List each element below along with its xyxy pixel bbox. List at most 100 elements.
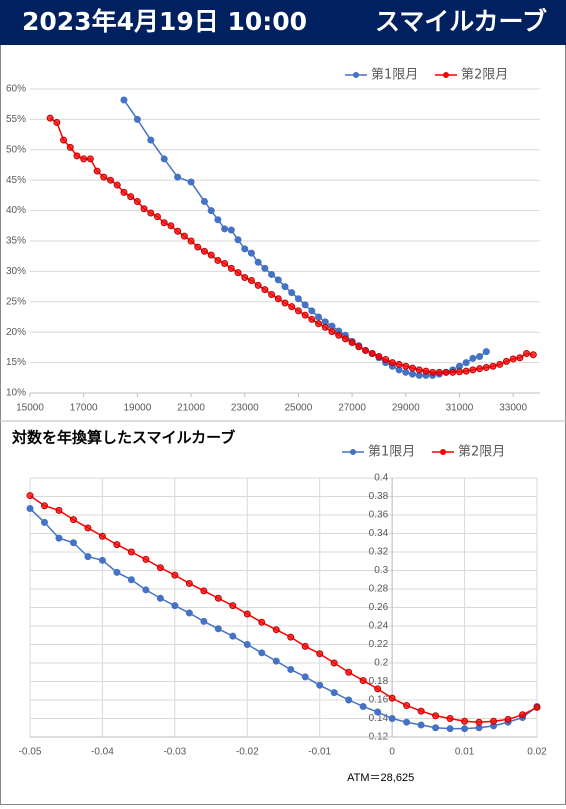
data-point [180,232,188,240]
y-tick-label: 0.38 [369,491,389,502]
data-point [274,295,282,303]
data-point [187,178,195,186]
data-point [529,351,537,359]
x-tick-label: 31000 [446,403,474,414]
x-tick-label: 0.01 [455,747,475,758]
data-point [227,226,235,234]
data-point [113,181,121,189]
x-tick-label: 33000 [499,403,527,414]
data-point [154,213,161,221]
data-point [98,556,106,564]
data-point [221,259,229,267]
data-point [200,197,208,205]
y-tick-label: 10% [6,388,26,399]
x-tick-label: 19000 [123,403,151,414]
y-tick-label: 15% [6,357,26,368]
data-point [214,256,222,264]
data-point [461,717,469,725]
data-point [86,155,94,163]
data-point [93,167,101,175]
data-point [160,155,168,163]
data-point [120,96,128,104]
data-point [288,289,296,297]
data-point [409,370,416,378]
data-point [374,708,382,716]
data-point [227,264,235,272]
y-tick-label: 0.16 [369,695,389,706]
data-point [69,516,77,524]
x-tick-label: 17000 [70,403,98,414]
data-point [120,188,128,196]
data-point [446,725,454,733]
data-point [214,594,222,602]
data-point [382,356,390,364]
data-point [261,264,269,272]
data-point [516,354,524,362]
data-point [287,665,295,673]
chart-title: 対数を年換算したスマイルカーブ [11,429,235,447]
data-point [429,368,437,376]
data-point [272,657,280,665]
y-tick-label: 20% [6,327,26,338]
x-tick-label: 29000 [392,403,420,414]
legend-label: 第1限月 [371,68,418,83]
data-point [359,702,367,710]
data-point [113,568,121,576]
data-point [234,269,242,277]
data-point [69,539,77,547]
data-point [156,594,164,602]
data-point [330,689,338,697]
x-tick-label: 0 [389,747,395,758]
data-point [229,602,237,610]
data-point [142,586,150,594]
data-point [301,311,309,319]
data-point [288,303,296,311]
data-point [345,668,353,676]
data-point [261,286,269,294]
data-point [84,553,92,561]
x-tick-label: -0.01 [308,747,331,758]
data-point [374,685,382,693]
x-tick-label: 23000 [231,403,259,414]
y-tick-label: 0.2 [374,658,388,669]
data-point [432,712,440,720]
data-point [174,173,182,181]
data-point [388,715,396,722]
data-point [258,649,266,657]
data-point [40,518,48,526]
data-point [316,681,324,689]
y-tick-label: 60% [6,84,26,95]
y-tick-label: 0.14 [369,713,389,724]
data-point [335,331,343,339]
y-tick-label: 45% [6,175,26,186]
data-point [475,718,483,726]
data-point [315,320,323,328]
data-point [46,114,54,122]
data-point [321,323,329,331]
data-point [241,245,249,253]
data-point [455,368,463,376]
data-point [229,632,237,640]
data-point [84,524,92,532]
x-tick-label: 21000 [177,403,205,414]
data-point [142,555,150,563]
data-point [140,205,148,213]
data-point [214,216,222,224]
data-point [194,243,202,251]
data-point [301,673,309,681]
data-point [107,176,115,184]
legend-marker [353,72,359,78]
data-point [73,152,81,160]
data-point [185,579,193,587]
data-point [214,625,222,633]
legend-label: 第2限月 [461,68,508,83]
legend-label: 第2限月 [458,445,505,460]
data-point [348,339,356,347]
data-point [254,281,262,289]
data-point [417,707,425,715]
x-tick-label: -0.05 [19,747,42,758]
data-point [446,715,454,722]
data-point [254,258,262,266]
data-point [315,313,323,321]
